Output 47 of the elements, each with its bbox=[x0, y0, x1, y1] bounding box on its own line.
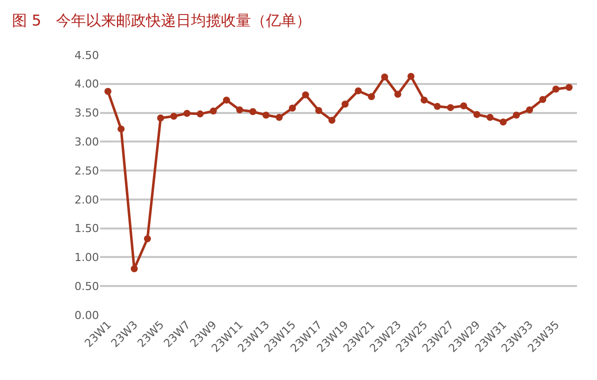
point bbox=[381, 73, 388, 80]
point bbox=[486, 114, 494, 121]
point bbox=[420, 96, 428, 104]
point bbox=[118, 125, 125, 132]
point bbox=[276, 114, 283, 121]
chart-title: 图 5 今年以来邮政快递日均揽收量（亿单） bbox=[12, 12, 312, 30]
point bbox=[500, 118, 507, 126]
y-tick-label: 4.00 bbox=[74, 78, 99, 91]
point bbox=[460, 102, 468, 110]
point bbox=[315, 106, 322, 114]
point bbox=[394, 90, 402, 98]
y-tick-label: 0.00 bbox=[74, 308, 99, 322]
point bbox=[223, 96, 230, 104]
point bbox=[288, 104, 296, 112]
point bbox=[526, 106, 534, 114]
point bbox=[302, 91, 310, 98]
point bbox=[236, 106, 244, 114]
point bbox=[447, 104, 454, 112]
point bbox=[342, 100, 349, 108]
point bbox=[354, 87, 362, 94]
point bbox=[552, 86, 560, 93]
point bbox=[434, 102, 441, 110]
y-tick-label: 1.50 bbox=[74, 222, 99, 236]
y-tick-label: 4.50 bbox=[74, 48, 99, 62]
point bbox=[539, 96, 546, 103]
point bbox=[328, 116, 336, 124]
y-tick-label: 1.00 bbox=[74, 251, 99, 264]
point bbox=[157, 114, 164, 122]
point bbox=[249, 108, 256, 116]
point bbox=[130, 265, 138, 272]
point bbox=[183, 110, 190, 117]
point bbox=[368, 93, 375, 100]
point bbox=[196, 110, 204, 118]
y-tick-label: 2.00 bbox=[74, 193, 99, 206]
point bbox=[210, 108, 217, 115]
y-tick-label: 0.50 bbox=[74, 280, 99, 293]
point bbox=[104, 88, 112, 95]
point bbox=[170, 112, 178, 120]
point bbox=[566, 84, 573, 91]
y-tick-label: 2.50 bbox=[74, 164, 99, 178]
point bbox=[407, 72, 414, 80]
y-tick-label: 3.00 bbox=[74, 136, 99, 149]
point bbox=[144, 235, 151, 242]
point bbox=[473, 111, 480, 118]
y-tick-label: 3.50 bbox=[74, 106, 99, 120]
point bbox=[512, 112, 520, 119]
point bbox=[262, 112, 270, 119]
